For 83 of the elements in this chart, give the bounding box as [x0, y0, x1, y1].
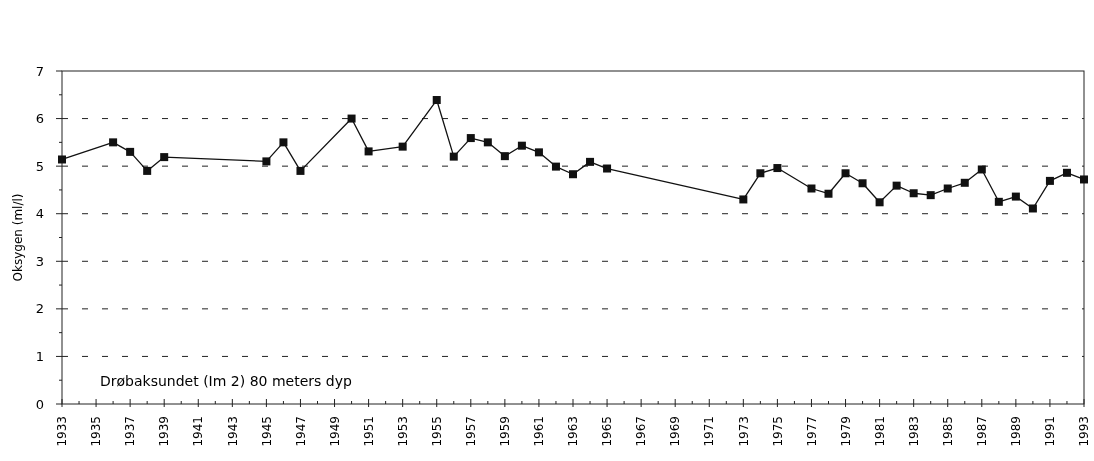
x-tick-label: 1939: [157, 416, 172, 447]
x-tick-label: 1935: [89, 416, 104, 447]
point: [807, 184, 816, 193]
x-tick-label: 1959: [498, 416, 513, 447]
point: [143, 166, 152, 175]
point: [841, 169, 850, 178]
y-tick-label: 4: [35, 206, 44, 222]
x-tick-label: 1953: [395, 416, 410, 447]
point: [858, 179, 867, 188]
x-tick-label: 1971: [702, 416, 717, 447]
x-tick-label: 1961: [532, 416, 547, 447]
x-tick-label: 1941: [191, 416, 206, 447]
x-tick-label: 1993: [1077, 416, 1092, 447]
point: [279, 138, 288, 147]
y-tick-label: 2: [35, 301, 44, 317]
x-tick-label: 1955: [429, 416, 444, 447]
x-tick-label: 1991: [1043, 416, 1058, 447]
point: [943, 184, 952, 193]
point: [398, 142, 407, 151]
x-tick-label: 1985: [940, 416, 955, 447]
point: [960, 178, 969, 187]
x-tick-label: 1977: [804, 416, 819, 447]
point: [500, 152, 509, 161]
x-tick-label: 1983: [906, 416, 921, 447]
point: [739, 195, 748, 204]
point: [824, 189, 833, 198]
point: [109, 138, 118, 147]
point: [909, 189, 918, 198]
y-tick-label: 0: [35, 396, 44, 412]
point: [773, 164, 782, 173]
x-tick-label: 1949: [327, 416, 342, 447]
point: [892, 181, 901, 190]
x-tick-label: 1981: [872, 416, 887, 447]
point: [926, 191, 935, 200]
point: [364, 147, 373, 156]
point: [977, 165, 986, 174]
y-tick-label: 7: [35, 63, 44, 79]
point: [432, 96, 441, 105]
y-tick-label: 3: [35, 253, 44, 269]
point: [1062, 168, 1071, 177]
x-tick-label: 1987: [975, 416, 989, 447]
point: [756, 169, 765, 178]
x-tick-label: 1947: [293, 416, 308, 447]
x-tick-label: 1979: [838, 416, 853, 447]
y-tick-label: 1: [35, 348, 44, 364]
point: [347, 114, 356, 123]
point: [126, 147, 135, 156]
x-tick-label: 1989: [1009, 416, 1024, 447]
point: [449, 152, 458, 161]
point: [551, 162, 560, 171]
point: [569, 170, 577, 179]
x-tick-label: 1957: [464, 416, 478, 447]
x-tick-label: 1933: [55, 416, 70, 447]
annotation: Drøbaksundet (Im 2) 80 meters dyp: [100, 373, 352, 389]
point: [466, 134, 475, 143]
y-tick-label: 6: [35, 111, 44, 127]
point: [1028, 204, 1037, 213]
x-tick-label: 1963: [566, 416, 581, 447]
point: [262, 157, 271, 166]
point: [1045, 176, 1054, 185]
point: [58, 155, 66, 164]
x-tick-label: 1965: [600, 416, 615, 447]
y-tick-label: 5: [35, 158, 44, 174]
point: [296, 166, 305, 175]
point: [586, 157, 595, 166]
x-tick-label: 1967: [634, 416, 649, 447]
x-tick-label: 1975: [770, 416, 785, 447]
x-tick-label: 1943: [225, 416, 240, 447]
point: [483, 138, 492, 147]
y-axis-title: Oksygen (ml/l): [11, 193, 25, 282]
x-tick-label: 1945: [259, 416, 274, 447]
point: [994, 197, 1003, 206]
point: [1011, 192, 1020, 201]
point: [534, 148, 543, 157]
point: [517, 141, 526, 150]
point: [603, 164, 612, 173]
x-tick-label: 1937: [123, 416, 138, 447]
point: [160, 153, 169, 162]
x-tick-label: 1969: [668, 416, 683, 447]
x-tick-label: 1973: [736, 416, 751, 447]
x-tick-label: 1951: [361, 416, 376, 447]
point: [875, 198, 884, 207]
point: [1080, 175, 1088, 184]
